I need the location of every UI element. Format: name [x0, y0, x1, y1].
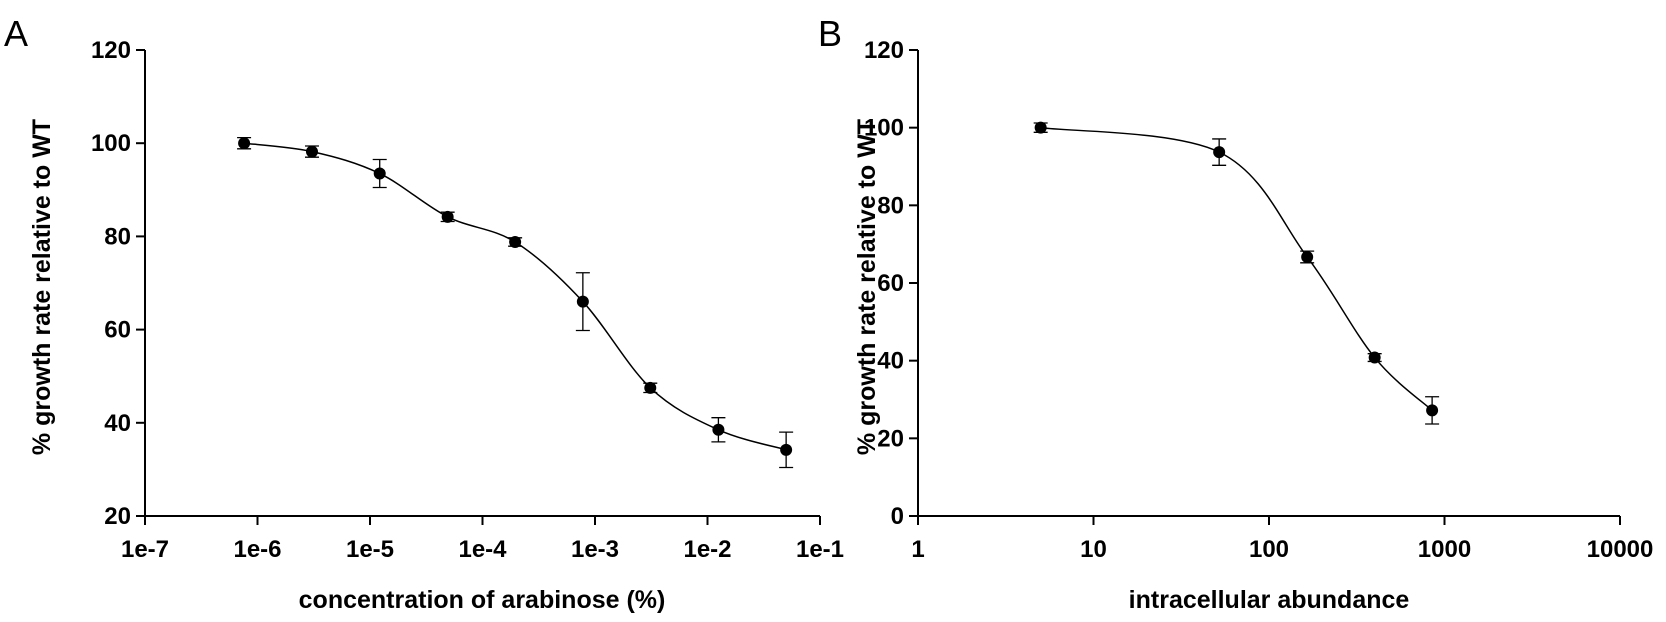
panel-b-ticks — [909, 49, 1621, 525]
panel-b-series-line — [1040, 126, 1433, 411]
panel-a-data-point — [238, 137, 251, 150]
panel-a-x-tick-label: 1e-5 — [346, 536, 394, 563]
panel-b-data-point — [1034, 121, 1047, 134]
panel-b-x-axis-title: intracellular abundance — [1129, 586, 1410, 614]
panel-a-series — [237, 136, 794, 469]
panel-a-y-tick-label: 40 — [104, 410, 131, 437]
panel-b-x-tick-label: 100 — [1249, 536, 1289, 563]
panel-a-letter: A — [4, 13, 28, 54]
panel-b-x-tick-label: 1000 — [1418, 536, 1471, 563]
panel-a-y-tick-label: 80 — [104, 223, 131, 250]
panel-a-series-line — [244, 142, 787, 451]
panel-a-data-point — [576, 295, 589, 308]
panel-a-x-axis-title: concentration of arabinose (%) — [299, 586, 666, 614]
panel-b-y-tick-label: 120 — [864, 37, 904, 64]
panel-a-x-tick-label: 1e-4 — [458, 536, 507, 563]
panel-a-y-tick-label: 100 — [91, 130, 131, 157]
panel-a-y-tick-label: 120 — [91, 37, 131, 64]
panel-b-data-point — [1301, 250, 1314, 263]
panel-a-y-tick-label: 60 — [104, 317, 131, 344]
panel-a-data-point — [373, 167, 386, 180]
panel-a-data-point — [305, 145, 318, 158]
panel-a-y-tick-label: 20 — [104, 503, 131, 530]
panel-a-data-point — [644, 381, 657, 394]
panel-b-data-point — [1368, 351, 1381, 364]
panel-a-x-tick-label: 1e-7 — [121, 536, 169, 563]
panel-b-x-tick-label: 10000 — [1587, 536, 1654, 563]
panel-b-letter: B — [818, 13, 842, 54]
panel-b-y-tick-label: 60 — [877, 270, 904, 297]
panel-a-data-point — [441, 210, 454, 223]
panel-b-y-tick-label: 40 — [877, 348, 904, 375]
panel-a-data-point — [509, 235, 522, 248]
panel-b-series — [1033, 121, 1440, 425]
panel-b-data-point — [1426, 404, 1439, 417]
panel-b-y-axis-title: % growth rate relative to WT — [853, 119, 881, 455]
panel-a-y-axis-title: % growth rate relative to WT — [28, 119, 56, 455]
panel-b-x-tick-label: 10 — [1080, 536, 1107, 563]
panel-a-x-tick-label: 1e-6 — [233, 536, 281, 563]
panel-b-data-point — [1213, 146, 1226, 159]
panel-a-x-tick-label: 1e-2 — [683, 536, 731, 563]
panel-a-data-point — [712, 423, 725, 436]
panel-a-data-point — [780, 443, 793, 456]
panel-a-x-tick-label: 1e-3 — [571, 536, 619, 563]
panel-a-tick-labels: 20 40 60 80 100 120 1e-7 1e-6 1e-5 1e-4 1e-3 1e-2 1e… — [91, 37, 844, 563]
panel-b-axes — [917, 50, 1620, 517]
panel-a-axes — [144, 50, 820, 517]
panel-b-x-tick-label: 1 — [911, 536, 924, 563]
panel-a-x-tick-label: 1e-1 — [796, 536, 844, 563]
panel-b-y-tick-label: 100 — [864, 115, 904, 142]
panel-b-y-tick-label: 80 — [877, 192, 904, 219]
panel-b-y-tick-label: 20 — [877, 425, 904, 452]
panel-b-y-tick-label: 0 — [891, 503, 904, 530]
panel-a-chart: A 20 40 60 80 100 120 1e-7 1e-6 1e-5 1e-4 1e-3 1e-2… — [4, 13, 844, 614]
panel-a-ticks — [136, 49, 821, 525]
